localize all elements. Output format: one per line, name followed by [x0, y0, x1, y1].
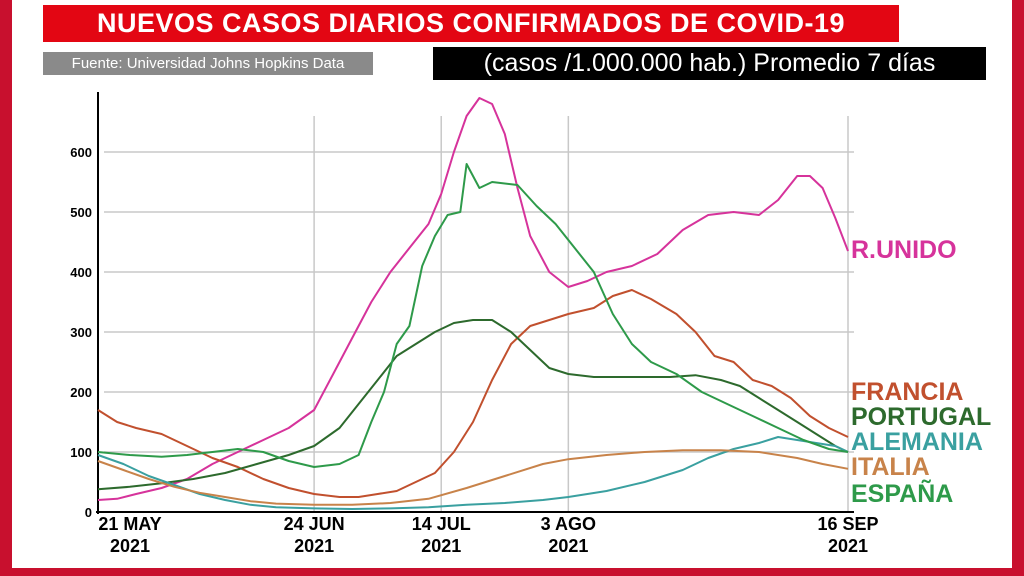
x-tick-year: 2021	[828, 536, 868, 556]
series-label: ALEMANIA	[851, 428, 983, 456]
source-note: Fuente: Universidad Johns Hopkins Data	[43, 52, 373, 75]
series-label: FRANCIA	[851, 378, 964, 406]
y-tick-label: 100	[70, 445, 92, 460]
chart-title: NUEVOS CASOS DIARIOS CONFIRMADOS DE COVI…	[43, 5, 899, 42]
x-tick-year: 2021	[548, 536, 588, 556]
x-tick-label: 21 MAY	[98, 514, 161, 534]
x-tick-label: 14 JUL	[412, 514, 471, 534]
x-tick-label: 16 SEP	[817, 514, 878, 534]
y-tick-label: 600	[70, 145, 92, 160]
series-label: R.UNIDO	[851, 236, 957, 264]
y-tick-label: 500	[70, 205, 92, 220]
y-tick-label: 0	[85, 505, 92, 520]
chart-subtitle: (casos /1.000.000 hab.) Promedio 7 días	[433, 47, 986, 80]
x-tick-label: 24 JUN	[284, 514, 345, 534]
series-line-españa	[97, 163, 849, 468]
series-line-portugal	[97, 319, 849, 491]
series-line-francia	[97, 289, 849, 498]
y-tick-label: 200	[70, 385, 92, 400]
x-tick-year: 2021	[110, 536, 150, 556]
y-tick-label: 300	[70, 325, 92, 340]
series-label: ESPAÑA	[851, 478, 953, 508]
x-tick-label: 3 AGO	[541, 514, 596, 534]
x-tick-year: 2021	[294, 536, 334, 556]
series-line-r-unido	[97, 97, 849, 501]
series-line-alemania	[97, 436, 849, 510]
series-line-italia	[97, 449, 849, 506]
series-label: PORTUGAL	[851, 403, 991, 431]
series-label: ITALIA	[851, 453, 930, 481]
x-tick-year: 2021	[421, 536, 461, 556]
y-tick-label: 400	[70, 265, 92, 280]
